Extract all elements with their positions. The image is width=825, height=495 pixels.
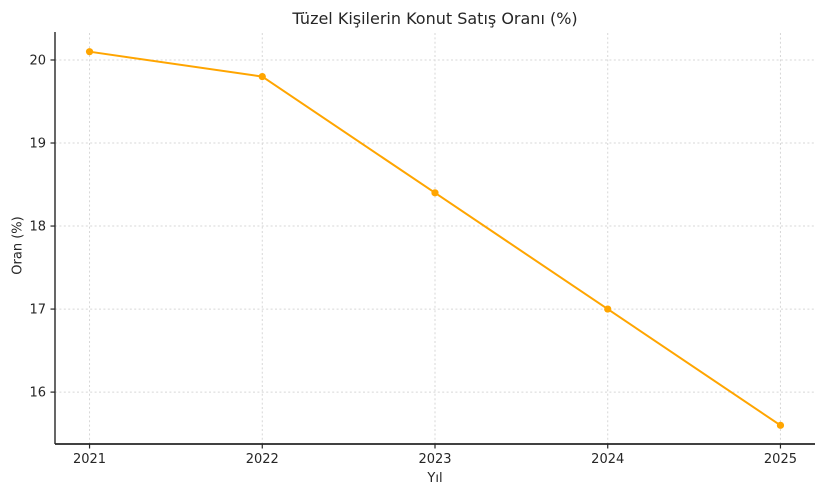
y-tick-label: 20 <box>29 53 46 68</box>
y-tick-label: 16 <box>29 386 46 401</box>
data-point-marker <box>431 189 439 197</box>
x-tick-label: 2025 <box>764 452 797 467</box>
x-tick-label: 2024 <box>591 452 624 467</box>
y-tick-label: 18 <box>29 220 46 235</box>
data-point-marker <box>604 305 612 313</box>
x-tick-label: 2023 <box>418 452 451 467</box>
x-tick-label: 2021 <box>73 452 106 467</box>
x-axis-label: Yıl <box>427 471 443 486</box>
data-point-marker <box>776 421 785 429</box>
y-tick-label: 17 <box>29 303 46 318</box>
data-point-marker <box>85 48 94 56</box>
y-tick-label: 19 <box>29 137 46 152</box>
x-tick-label: 2022 <box>246 452 279 467</box>
y-axis-label: Oran (%) <box>10 216 26 275</box>
chart-title: Tüzel Kişilerin Konut Satış Oranı (%) <box>292 9 578 28</box>
data-point-marker <box>258 72 266 81</box>
